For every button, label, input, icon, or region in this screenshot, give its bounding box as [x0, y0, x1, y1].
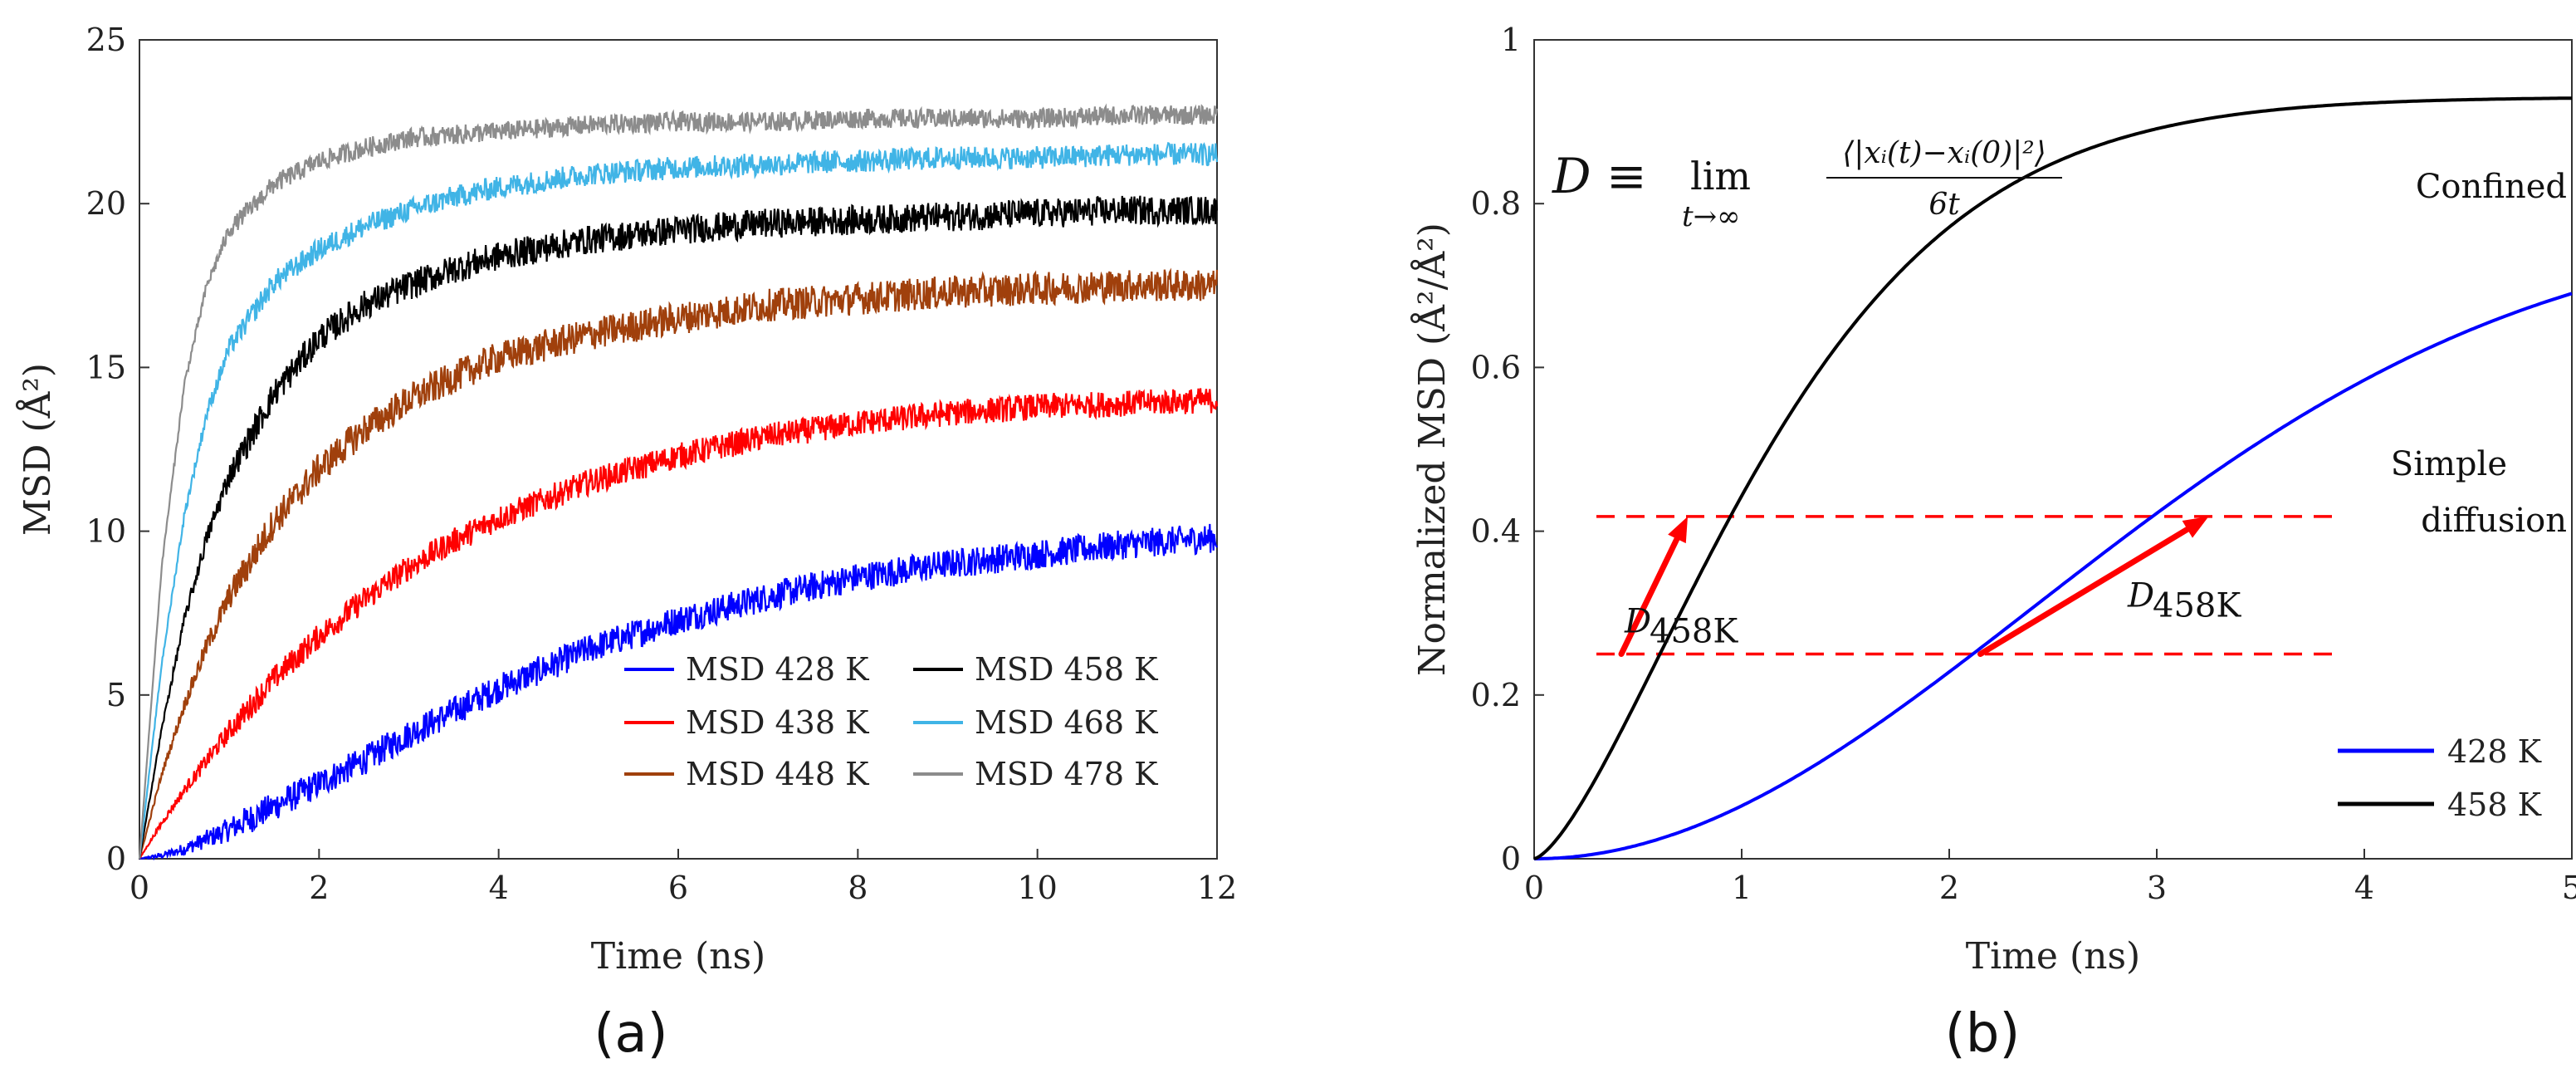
legend-label-458: 458 K — [2447, 787, 2542, 823]
arrow-label-subscript: 458K — [2153, 587, 2241, 625]
arrow-shaft — [1618, 536, 1680, 657]
chart-a: 0 2 4 6 8 10 12 0 5 10 15 20 25 Time (ns) MSD (Å²) M… — [15, 22, 1237, 1065]
arrow-label: D — [2127, 577, 2154, 615]
legend-label-468: MSD 468 K — [975, 704, 1158, 741]
x-tick-label: 6 — [668, 870, 688, 906]
arrow-shaft — [1977, 526, 2191, 657]
chart-b-legend: 428 K 458 K — [2338, 733, 2542, 823]
series-line-msd-428-k — [139, 523, 1218, 861]
series-line-msd-478-k — [138, 103, 1219, 860]
chart-b-xlabel: Time (ns) — [1966, 935, 2140, 978]
arrow-head — [1668, 516, 1688, 544]
series-line-msd-438-k — [139, 388, 1219, 860]
diffusion-formula: D ≡ lim t→∞ ⟨|xᵢ(t)−xᵢ(0)|²⟩ 6t — [1552, 136, 2062, 233]
x-tick-label: 12 — [1197, 870, 1237, 906]
series-line-428-k — [1534, 292, 2573, 860]
y-tick-label: 10 — [86, 513, 126, 550]
y-tick-label: 0 — [1501, 840, 1521, 877]
series-line-msd-448-k — [138, 267, 1219, 860]
x-tick-label: 1 — [1732, 870, 1752, 906]
chart-b-plot-area — [1533, 39, 2573, 860]
series-line-458-k — [1533, 96, 2572, 860]
arrow-label-subscript: 458K — [1650, 613, 1738, 651]
formula-denominator: 6t — [1928, 188, 1960, 222]
legend-label-478: MSD 478 K — [975, 756, 1158, 792]
y-tick-label: 0.4 — [1471, 513, 1521, 550]
chart-a-series — [138, 103, 1219, 861]
legend-label-438: MSD 438 K — [686, 704, 869, 741]
formula-numerator: ⟨|xᵢ(t)−xᵢ(0)|²⟩ — [1842, 136, 2046, 170]
y-tick-label: 15 — [86, 349, 126, 385]
y-tick-label: 5 — [106, 677, 126, 713]
y-tick-label: 0 — [106, 840, 126, 877]
legend-label-428: MSD 428 K — [686, 651, 869, 688]
chart-b-reference-lines — [1596, 515, 2344, 656]
formula-lim-sub: t→∞ — [1682, 200, 1740, 233]
x-tick-label: 5 — [2562, 870, 2576, 906]
label-diffusion: diffusion — [2421, 502, 2567, 540]
chart-a-ticks: 0 2 4 6 8 10 12 0 5 10 15 20 25 — [86, 22, 1238, 906]
series-line-msd-468-k — [138, 141, 1219, 860]
y-tick-label: 25 — [86, 22, 126, 58]
chart-a-legend: MSD 428 K MSD 438 K MSD 448 K MSD 458 K … — [624, 651, 1158, 792]
x-tick-label: 10 — [1017, 870, 1057, 906]
chart-b-ticks: 0 1 2 3 4 5 0 0.2 0.4 0.6 0.8 1 — [1471, 22, 2576, 906]
x-tick-label: 2 — [309, 870, 329, 906]
x-tick-label: 3 — [2147, 870, 2167, 906]
caption-a: (a) — [594, 1003, 667, 1065]
label-simple: Simple — [2391, 445, 2507, 483]
caption-b: (b) — [1945, 1003, 2021, 1065]
chart-a-xlabel: Time (ns) — [591, 935, 765, 978]
y-tick-label: 0.6 — [1471, 349, 1521, 385]
x-tick-label: 2 — [1939, 870, 1959, 906]
label-confined: Confined — [2416, 168, 2567, 206]
x-tick-label: 4 — [2354, 870, 2374, 906]
y-tick-label: 20 — [86, 185, 126, 222]
arrow-head — [2182, 516, 2209, 538]
y-tick-label: 0.8 — [1471, 185, 1521, 222]
x-tick-label: 0 — [1524, 870, 1544, 906]
chart-b-ylabel: Normalized MSD (Å²/Å²) — [1410, 223, 1454, 676]
x-tick-label: 0 — [130, 870, 149, 906]
chart-a-ylabel: MSD (Å²) — [15, 363, 59, 536]
formula-lim: lim — [1690, 154, 1751, 198]
arrow-label: D — [1624, 603, 1651, 641]
series-line-msd-458-k — [138, 195, 1219, 860]
y-tick-label: 0.2 — [1471, 677, 1521, 713]
formula-lhs: D ≡ — [1552, 148, 1647, 204]
legend-label-448: MSD 448 K — [686, 756, 869, 792]
y-tick-label: 1 — [1501, 22, 1521, 58]
x-tick-label: 4 — [489, 870, 509, 906]
x-tick-label: 8 — [848, 870, 868, 906]
chart-b-series — [1533, 96, 2573, 860]
legend-label-458: MSD 458 K — [975, 651, 1158, 688]
legend-label-428: 428 K — [2447, 733, 2542, 770]
